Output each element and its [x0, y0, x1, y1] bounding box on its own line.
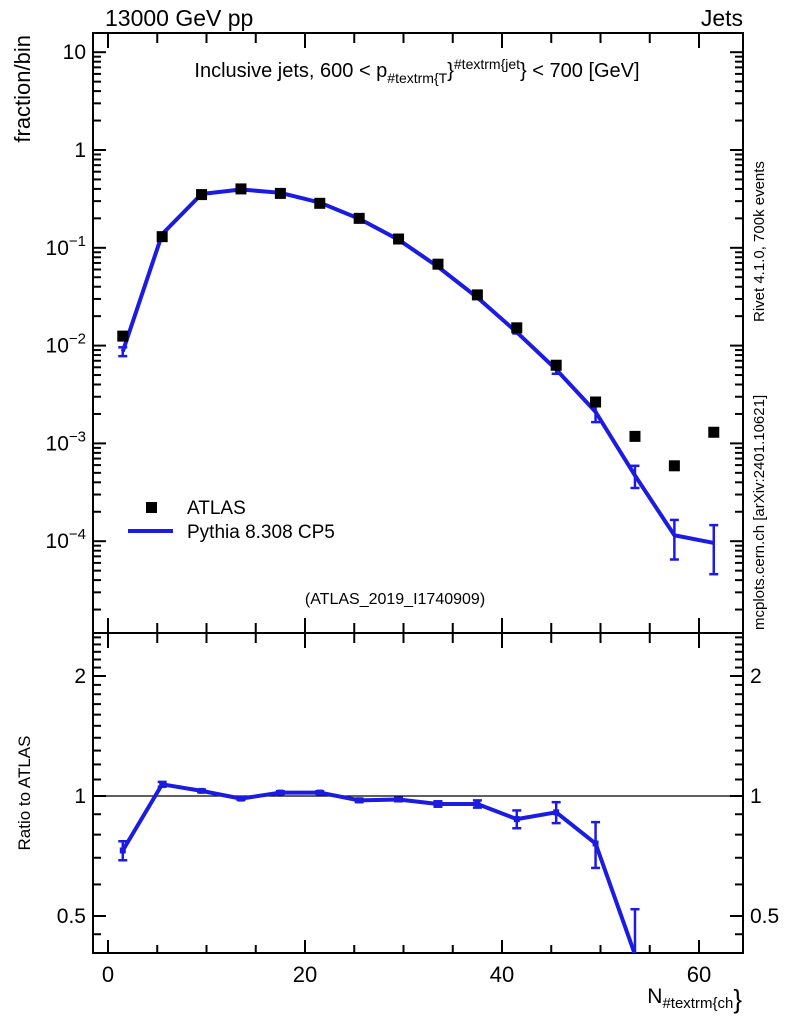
- x-axis-label-subscript: #textrm{ch: [662, 995, 733, 1012]
- ratio-data-point: [119, 847, 126, 854]
- plot-title-prefix: Inclusive jets, 600 < p: [194, 60, 387, 82]
- rivet-version-note: Rivet 4.1.0, 700k events: [751, 161, 768, 322]
- ratio-data-point: [198, 787, 205, 794]
- ratio-tick-label-left: 1: [74, 785, 86, 808]
- watermark-analysis-id: (ATLAS_2019_I1740909): [305, 591, 485, 608]
- header-analysis-label: Jets: [701, 5, 743, 31]
- ratio-data-point: [553, 809, 560, 816]
- plot-frames: [92, 32, 744, 954]
- ratio-tick-label-right: 2: [750, 665, 762, 688]
- atlas-data-point: [314, 197, 326, 209]
- atlas-data-point: [471, 289, 483, 301]
- atlas-data-point: [235, 183, 247, 195]
- pythia-line: [120, 187, 715, 545]
- plot-title-brace1: }: [447, 60, 454, 82]
- ratio-data-point: [474, 800, 481, 807]
- legend-label-pythia: Pythia 8.308 CP5: [187, 522, 335, 543]
- ratio-curve: [118, 780, 640, 953]
- x-axis-label-brace: }: [733, 984, 742, 1014]
- legend: ATLAS Pythia 8.308 CP5: [128, 498, 335, 543]
- x-tick-label: 20: [293, 962, 317, 987]
- y-tick-label: 10−1: [46, 233, 86, 260]
- plot-title-subscript: #textrm{T: [387, 70, 447, 86]
- ratio-panel-data: [93, 780, 743, 953]
- ratio-data-point: [356, 797, 363, 804]
- atlas-data-point: [156, 231, 168, 243]
- ratio-data-point: [277, 789, 284, 796]
- atlas-data-point: [708, 426, 720, 438]
- y-tick-label: 10−2: [46, 331, 86, 358]
- ratio-tick-label-right: 0.5: [750, 905, 779, 928]
- mcplots-arxiv-note: mcplots.cern.ch [arXiv:2401.10621]: [751, 395, 768, 630]
- upper-frame: [92, 32, 744, 634]
- ratio-y-axis-label: Ratio to ATLAS: [15, 736, 34, 851]
- y-tick-label: 10: [63, 41, 86, 64]
- ratio-data-point: [237, 795, 244, 802]
- plot-title: Inclusive jets, 600 < p#textrm{T}#textrm…: [194, 56, 639, 86]
- atlas-data-point: [629, 430, 641, 442]
- x-axis-label-base: N: [647, 985, 662, 1008]
- header-beam-label: 13000 GeV pp: [105, 5, 253, 31]
- ratio-data-point: [592, 840, 599, 847]
- atlas-data-point: [353, 212, 365, 224]
- atlas-data-point: [196, 189, 208, 201]
- atlas-data-point: [590, 396, 602, 408]
- x-axis-label: N#textrm{ch}: [647, 984, 742, 1014]
- atlas-points: [117, 183, 720, 472]
- legend-label-atlas: ATLAS: [187, 498, 246, 519]
- plot-title-suffix: < 700 [GeV]: [527, 60, 640, 82]
- upper-panel-data: [117, 183, 720, 576]
- ratio-data-point: [316, 789, 323, 796]
- ratio-data-point: [159, 781, 166, 788]
- ratio-data-point: [395, 796, 402, 803]
- ratio-tick-label-left: 2: [74, 665, 86, 688]
- atlas-data-point: [550, 359, 562, 371]
- y-tick-label: 1: [74, 139, 86, 162]
- ratio-tick-label-left: 0.5: [57, 905, 86, 928]
- atlas-data-point: [393, 233, 405, 245]
- x-tick-label: 0: [102, 962, 114, 987]
- ratio-data-point: [434, 800, 441, 807]
- y-axis-label: fraction/bin: [10, 35, 35, 143]
- x-tick-label: 40: [490, 962, 514, 987]
- ratio-tick-label-right: 1: [750, 785, 762, 808]
- plot-title-superscript: #textrm{jet: [454, 56, 520, 72]
- atlas-data-point: [274, 187, 286, 199]
- ratio-frame: [92, 632, 744, 954]
- ratio-line: [121, 782, 637, 953]
- plot-title-brace2: }: [520, 60, 527, 82]
- axis-tick-labels: 10 1 10−1 10−2 10−3 10−4 0 20 40 60 2 2 1 1 0.5 0.5: [46, 41, 780, 987]
- atlas-data-point: [117, 330, 129, 342]
- atlas-data-point: [511, 322, 523, 334]
- ratio-data-point: [513, 816, 520, 823]
- atlas-data-point: [668, 460, 680, 472]
- atlas-legend-marker-icon: [146, 502, 157, 513]
- axis-ticks: [93, 33, 743, 953]
- y-tick-label: 10−3: [46, 428, 86, 455]
- atlas-data-point: [432, 258, 444, 270]
- x-tick-label: 60: [687, 962, 711, 987]
- y-tick-label: 10−4: [46, 526, 86, 553]
